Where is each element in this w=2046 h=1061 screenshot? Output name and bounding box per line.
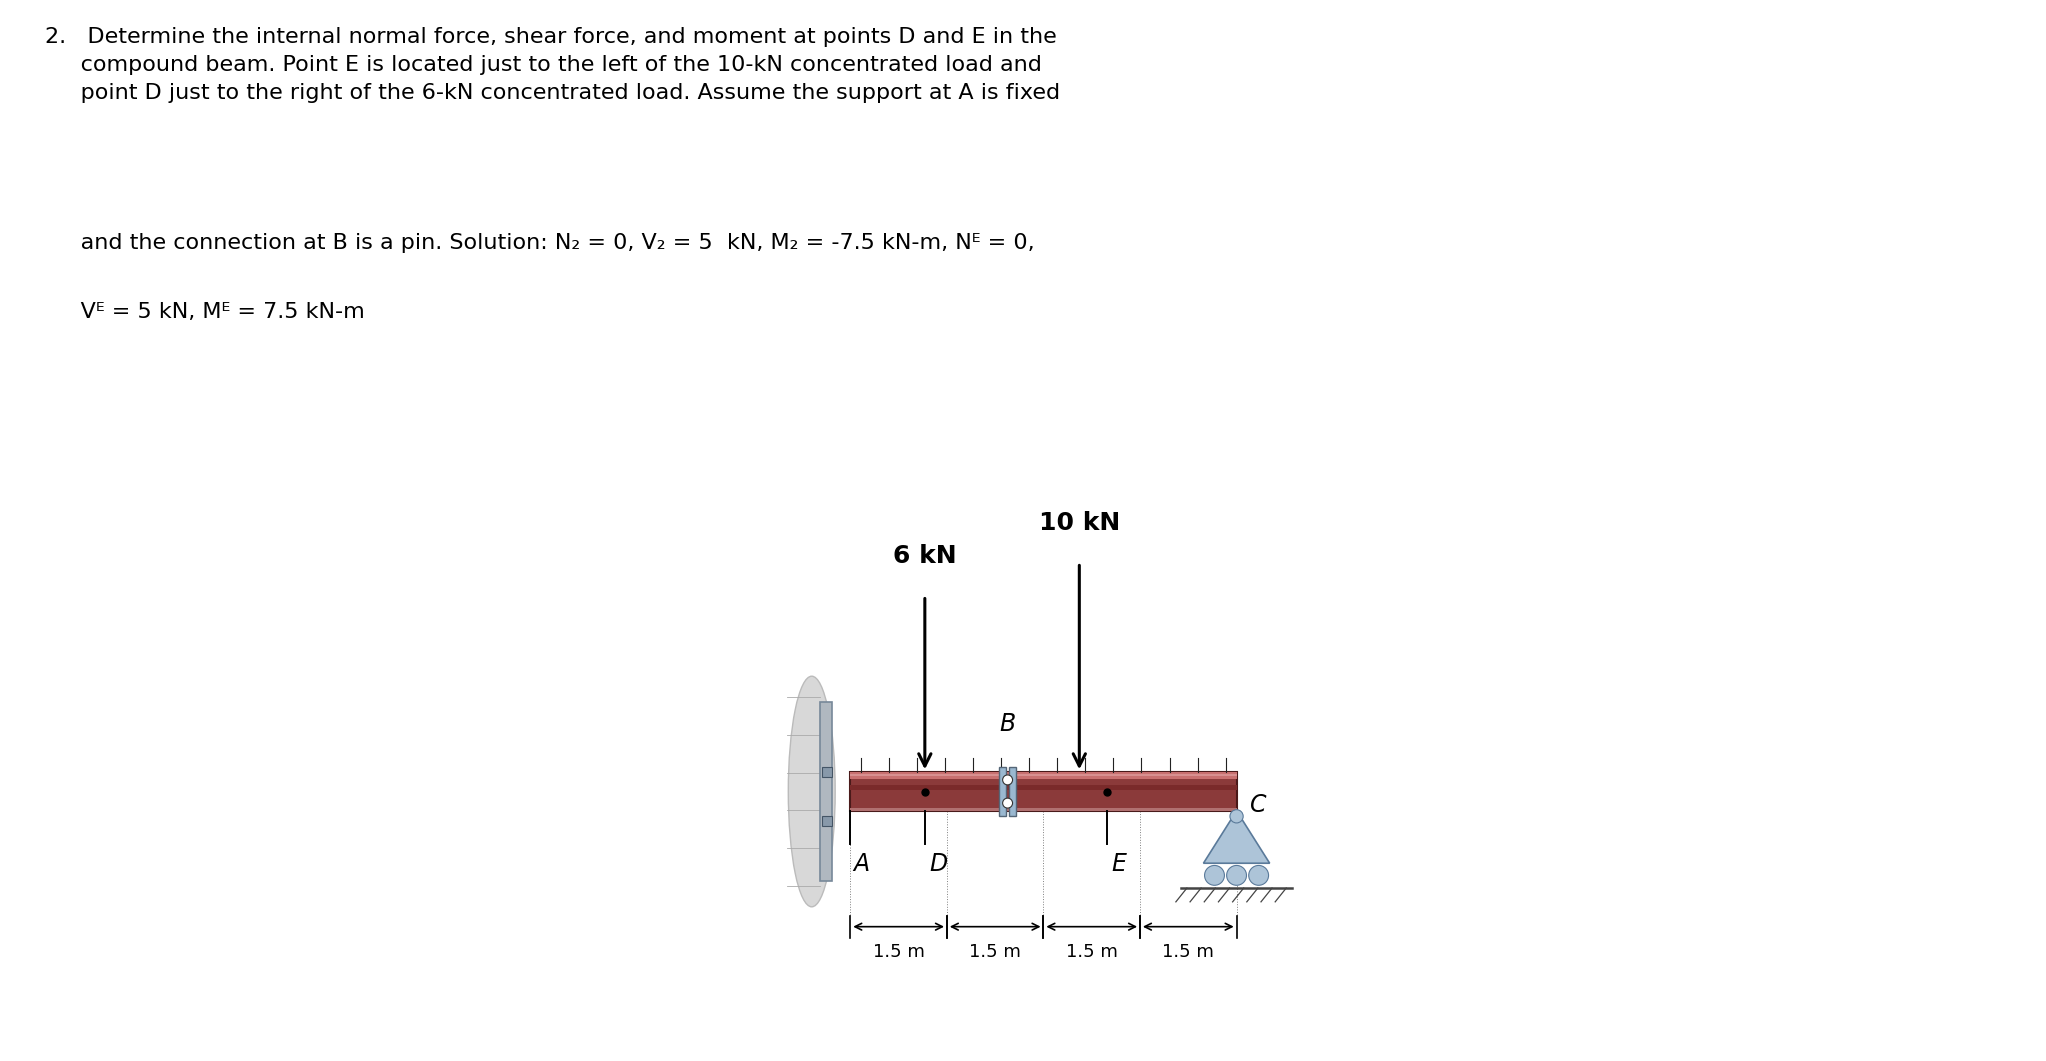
Polygon shape — [1203, 811, 1271, 864]
Ellipse shape — [788, 676, 835, 907]
Text: 1.5 m: 1.5 m — [1066, 943, 1117, 961]
Circle shape — [1003, 798, 1013, 808]
Bar — [851, 772, 1236, 811]
Text: C: C — [1250, 794, 1266, 817]
Bar — [851, 772, 1236, 779]
Circle shape — [1230, 810, 1244, 823]
Bar — [822, 767, 833, 777]
Bar — [851, 808, 1236, 811]
Text: 1.5 m: 1.5 m — [970, 943, 1021, 961]
Bar — [820, 702, 833, 881]
Text: E: E — [1111, 852, 1125, 876]
Circle shape — [1228, 866, 1246, 885]
Bar — [1009, 767, 1017, 816]
Bar — [851, 773, 1236, 776]
Text: B: B — [1000, 712, 1015, 736]
Text: and the connection at B is a pin. Solution: N₂ = 0, V₂ = 5  kN, M₂ = -7.5 kN-m, : and the connection at B is a pin. Soluti… — [45, 233, 1035, 254]
Circle shape — [1248, 866, 1269, 885]
Text: 1.5 m: 1.5 m — [1162, 943, 1213, 961]
Bar — [851, 785, 1236, 789]
Bar — [822, 816, 833, 827]
Text: 2.   Determine the internal normal force, shear force, and moment at points D an: 2. Determine the internal normal force, … — [45, 27, 1060, 103]
Circle shape — [1003, 775, 1013, 785]
Text: 6 kN: 6 kN — [892, 544, 958, 568]
Text: D: D — [929, 852, 947, 876]
Text: Vᴱ = 5 kN, Mᴱ = 7.5 kN-m: Vᴱ = 5 kN, Mᴱ = 7.5 kN-m — [45, 302, 364, 323]
Bar — [998, 767, 1007, 816]
Circle shape — [1205, 866, 1224, 885]
Text: A: A — [853, 852, 870, 876]
Text: 10 kN: 10 kN — [1039, 511, 1119, 535]
Text: 1.5 m: 1.5 m — [874, 943, 925, 961]
